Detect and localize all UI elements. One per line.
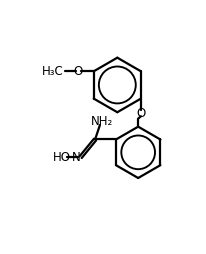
Text: H₃C: H₃C [41, 65, 63, 78]
Text: O: O [136, 106, 145, 120]
Text: O: O [74, 65, 83, 78]
Text: HO: HO [52, 151, 70, 164]
Text: N: N [71, 151, 80, 164]
Text: NH₂: NH₂ [90, 115, 112, 128]
